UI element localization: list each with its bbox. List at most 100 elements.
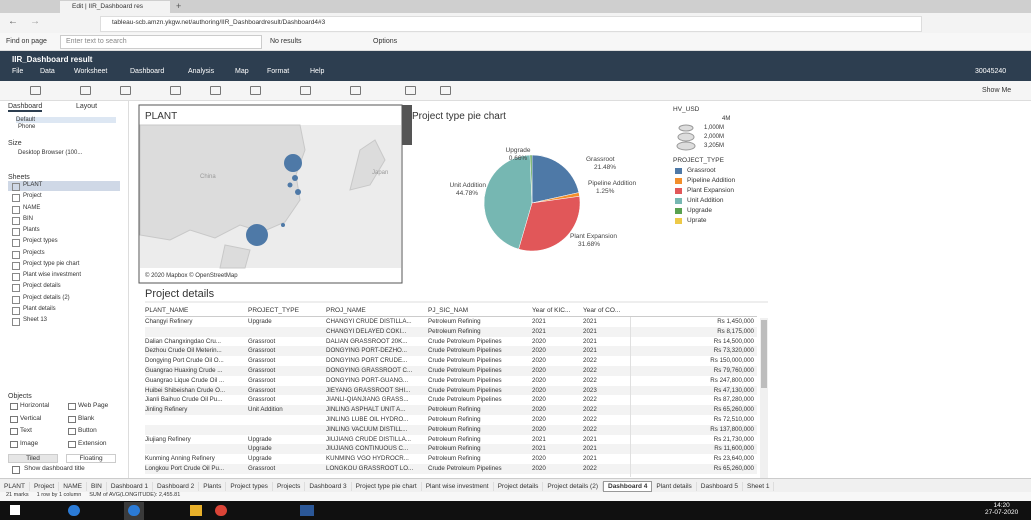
sheet-tab[interactable]: Dashboard 3 [305,481,352,491]
map-bubble[interactable] [281,223,285,227]
device[interactable]: Default [16,117,116,123]
taskbar-app[interactable] [215,505,227,516]
column-header[interactable]: Year of KIC... [532,307,571,314]
map-bubble[interactable] [295,189,301,195]
legend-label[interactable]: Uprate [687,217,707,224]
sheet-item[interactable]: Project details [23,283,61,290]
sheet-tab[interactable]: Plants [199,481,227,491]
object-item[interactable]: Vertical [20,414,42,422]
legend-label[interactable]: Unit Addition [687,197,724,204]
taskbar-app[interactable] [68,505,80,516]
sheet-tab[interactable]: Project type pie chart [352,481,422,491]
browser-tab[interactable] [60,1,170,13]
toolbar-icon[interactable] [30,86,41,95]
sheet-tab[interactable]: Project types [226,481,273,491]
menu-item[interactable]: Data [40,68,55,75]
pie-slice[interactable] [518,195,581,252]
toolbar-icon[interactable] [250,86,261,95]
device[interactable]: Phone [18,124,36,130]
sheet-tab[interactable]: Dashboard 4 [603,480,653,492]
menu-item[interactable]: Help [310,68,325,75]
object-item[interactable]: Button [78,427,97,434]
taskbar-app[interactable] [128,505,140,516]
object-item[interactable]: Web Page [78,402,109,409]
size-dropdown[interactable]: Desktop Browser (100... [18,150,83,156]
menu-item[interactable]: Format [267,68,290,75]
legend-label[interactable]: Pipeline Addition [687,177,736,184]
sheet-tab[interactable]: Project details (2) [543,481,603,491]
address-field[interactable] [100,16,922,32]
panel-tab[interactable]: Layout [76,103,98,110]
map-bubble[interactable] [292,175,298,181]
taskbar-app[interactable] [190,505,202,516]
legend-swatch[interactable] [675,178,682,184]
legend-swatch[interactable] [675,168,682,174]
sheet-tab[interactable]: Sheet 1 [743,481,775,491]
scrollbar[interactable] [760,318,768,478]
sheet-item[interactable]: NAME [23,204,41,211]
sheet-tab[interactable]: Project [30,481,60,491]
legend-swatch[interactable] [675,198,682,204]
layout-toggle[interactable]: Floating [66,454,116,463]
object-item[interactable]: Image [20,439,39,447]
column-header[interactable]: PROJECT_TYPE [248,307,299,314]
toolbar-icon[interactable] [210,86,221,95]
object-item[interactable]: Horizontal [20,402,50,409]
sheet-tab[interactable]: Plant details [652,481,697,491]
sheet-item[interactable]: Plant wise investment [23,272,82,278]
panel-tab[interactable]: Dashboard [8,103,43,112]
find-input[interactable] [60,35,262,49]
sheet-item[interactable]: Project details (2) [23,294,70,301]
sheet-tab[interactable]: Project details [494,481,544,491]
sheet-tab[interactable]: PLANT [0,481,30,491]
object-item[interactable]: Blank [78,414,95,422]
legend-label[interactable]: Upgrade [687,207,712,214]
legend-swatch[interactable] [675,208,682,214]
legend-swatch[interactable] [675,218,682,224]
sheet-item[interactable]: Project type pie chart [23,260,80,267]
sheet-item[interactable]: Projects [23,249,45,256]
show-title[interactable]: Show dashboard title [24,465,85,472]
user-id[interactable]: 30045240 [975,68,1007,75]
sheet-tab[interactable]: BIN [87,481,107,491]
menu-item[interactable]: Map [235,68,249,75]
column-header[interactable]: PLANT_NAME [145,307,189,314]
taskbar-app[interactable] [300,505,314,516]
start-button[interactable] [10,505,20,515]
sheet-item[interactable]: Project [23,193,42,200]
toolbar-icon[interactable] [80,86,91,95]
layout-toggle[interactable]: Tiled [8,454,58,463]
find-options[interactable]: Options [373,38,398,45]
pie-slice[interactable] [531,154,580,204]
column-header[interactable]: PROJ_NAME [326,307,366,314]
show-me[interactable]: Show Me [982,87,1012,94]
sheet-tab[interactable]: Projects [273,481,306,491]
toolbar-icon[interactable] [440,86,451,95]
map-bubble[interactable] [246,224,268,246]
legend-label[interactable]: Grassroot [687,167,716,174]
pie-slice[interactable] [529,154,533,204]
menu-item[interactable]: Analysis [188,68,215,75]
sheet-tab[interactable]: Plant wise investment [422,481,494,491]
menu-item[interactable]: Worksheet [74,68,108,75]
toolbar-icon[interactable] [405,86,416,95]
back-button[interactable]: ← [8,16,18,27]
column-header[interactable]: PJ_SIC_NAM [428,307,469,314]
pie-slice[interactable] [483,154,533,250]
legend-swatch[interactable] [675,188,682,194]
checkbox[interactable] [12,466,20,474]
sheet-tab[interactable]: NAME [59,481,87,491]
legend-label[interactable]: Plant Expansion [687,187,734,194]
sheet-item[interactable]: BIN [23,215,34,222]
toolbar-icon[interactable] [350,86,361,95]
sheet-item[interactable]: Plants [23,227,40,233]
new-tab[interactable]: + [176,1,182,11]
floating-toolbar[interactable] [402,105,412,145]
column-header[interactable]: Year of CO... [583,307,621,314]
sheet-item[interactable]: Sheet 13 [23,317,48,323]
sheet-item[interactable]: Plant details [23,305,56,312]
object-item[interactable]: Extension [78,439,107,447]
sheet-item[interactable]: Project types [23,238,58,245]
sheet-tab[interactable]: Dashboard 1 [107,481,154,491]
map-bubble[interactable] [284,154,302,172]
